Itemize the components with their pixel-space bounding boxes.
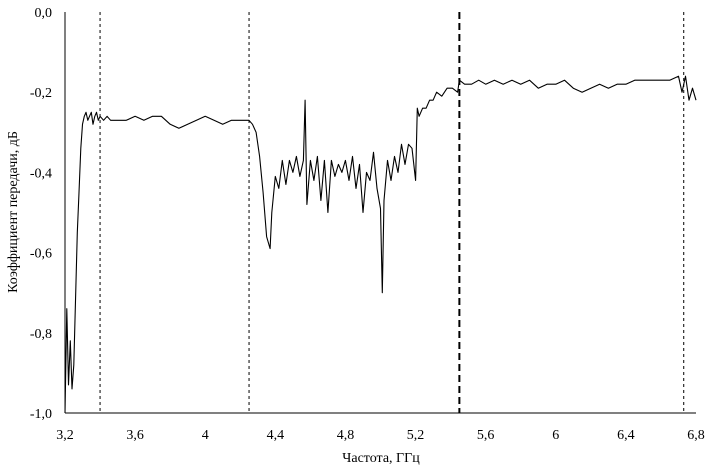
x-tick-label-6: 5,6 <box>477 428 495 443</box>
reference-lines <box>99 12 685 413</box>
x-tick-label-4: 4,8 <box>337 428 355 443</box>
series-layer <box>64 75 697 414</box>
series-line-1 <box>64 75 697 414</box>
y-tick-label-2: -0,4 <box>30 166 52 181</box>
x-tick-label-8: 6,4 <box>617 428 635 443</box>
x-tick-label-7: 6 <box>552 428 559 443</box>
y-tick-label-0: 0,0 <box>35 6 53 21</box>
x-tick-label-3: 4,4 <box>267 428 285 443</box>
x-tick-label-9: 6,8 <box>687 428 705 443</box>
y-tick-label-3: -0,6 <box>30 247 52 262</box>
x-axis-label: Частота, ГГц <box>342 451 420 466</box>
x-tick-labels: 3,2 3,6 4 4,4 4,8 5,2 5,6 6 6,4 6,8 <box>56 428 705 443</box>
y-axis-label: Коэффициент передачи, дБ <box>6 131 21 293</box>
y-tick-label-4: -0,8 <box>30 327 52 342</box>
x-tick-label-0: 3,2 <box>56 428 74 443</box>
x-tick-label-2: 4 <box>202 428 209 443</box>
y-tick-labels: 0,0 -0,2 -0,4 -0,6 -0,8 -1,0 <box>30 6 52 422</box>
y-tick-label-5: -1,0 <box>30 407 52 422</box>
x-tick-label-5: 5,2 <box>407 428 425 443</box>
y-tick-label-1: -0,2 <box>30 86 52 101</box>
x-tick-label-1: 3,6 <box>126 428 144 443</box>
axes <box>64 12 696 414</box>
